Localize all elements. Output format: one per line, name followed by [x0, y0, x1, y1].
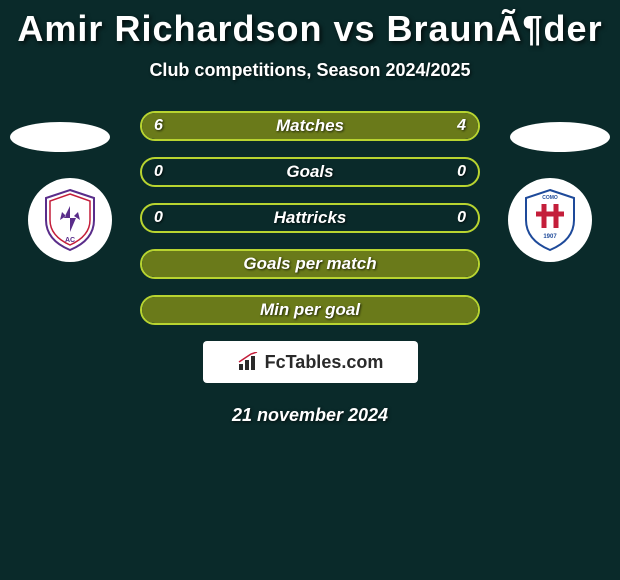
stat-label: Goals per match — [243, 254, 376, 274]
stat-row-matches: 6 Matches 4 — [140, 111, 480, 141]
stat-value-right: 0 — [457, 209, 466, 227]
stat-row-hattricks: 0 Hattricks 0 — [140, 203, 480, 233]
stat-value-left: 6 — [154, 117, 163, 135]
stat-value-left: 0 — [154, 163, 163, 181]
stat-value-right: 0 — [457, 163, 466, 181]
svg-text:COMO: COMO — [542, 195, 558, 201]
player-left-club-badge: AC — [28, 178, 112, 262]
svg-text:1907: 1907 — [543, 234, 557, 240]
como-badge-icon: COMO 1907 — [522, 188, 578, 252]
stat-value-right: 4 — [457, 117, 466, 135]
stat-label: Goals — [286, 162, 333, 182]
player-left-flag — [10, 122, 110, 152]
season-subtitle: Club competitions, Season 2024/2025 — [0, 60, 620, 81]
site-logo[interactable]: FcTables.com — [203, 341, 418, 383]
stats-table: 6 Matches 4 0 Goals 0 0 Hattricks 0 Goal… — [140, 111, 480, 325]
stat-label: Hattricks — [274, 208, 347, 228]
chart-icon — [237, 352, 261, 372]
stat-row-goals-per-match: Goals per match — [140, 249, 480, 279]
fiorentina-badge-icon: AC — [42, 188, 98, 252]
stat-value-left: 0 — [154, 209, 163, 227]
stat-label: Min per goal — [260, 300, 360, 320]
comparison-title: Amir Richardson vs BraunÃ¶der — [0, 0, 620, 50]
comparison-date: 21 november 2024 — [0, 405, 620, 426]
stat-row-goals: 0 Goals 0 — [140, 157, 480, 187]
stat-row-min-per-goal: Min per goal — [140, 295, 480, 325]
stat-label: Matches — [276, 116, 344, 136]
site-name: FcTables.com — [265, 352, 384, 373]
player-right-flag — [510, 122, 610, 152]
svg-text:AC: AC — [65, 237, 75, 244]
player-right-club-badge: COMO 1907 — [508, 178, 592, 262]
